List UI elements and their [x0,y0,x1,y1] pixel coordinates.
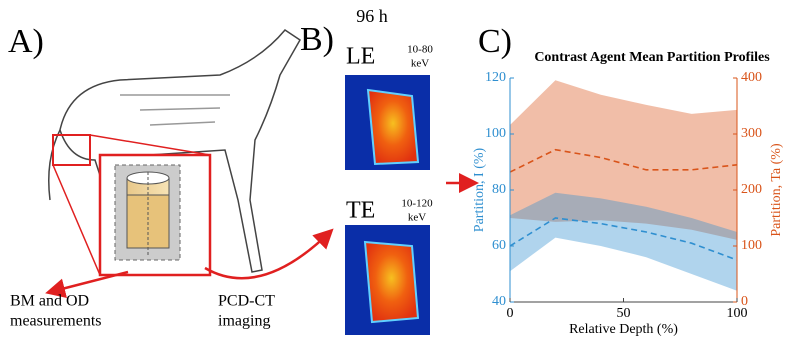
energy-unit: keV [408,212,426,224]
y2-tick-label: 300 [741,126,762,141]
x-tick-label: 0 [507,306,514,321]
x-axis-label: Relative Depth (%) [569,322,678,337]
y-tick-label: 60 [492,238,506,253]
y-tick-label: 80 [492,182,506,197]
chart-title: Contrast Agent Mean Partition Profiles [534,50,770,65]
x-tick-label: 50 [617,306,631,321]
figure: A) BM and OD measurements PCD-CT imaging… [0,0,790,337]
panel-label: C) [478,23,512,60]
y-tick-label: 100 [485,126,506,141]
ct-sample [368,90,418,164]
y-tick-label: 40 [492,294,506,309]
y-axis-label: Partition, I (%) [472,147,487,232]
note: BM and OD [10,293,89,310]
arrow [205,232,330,278]
y2-tick-label: 200 [741,182,762,197]
energy-range: 10-120 [401,198,433,210]
energy-unit: keV [411,58,429,70]
note: imaging [218,313,270,330]
y2-tick-label: 400 [741,70,762,85]
panel-label: B) [300,21,334,58]
image-label: TE [346,198,375,224]
cylinder [127,172,169,255]
note: PCD-CT [218,293,275,310]
time-label: 96 h [356,6,388,26]
image-label: LE [346,44,375,70]
arrow [50,272,128,292]
y-tick-label: 120 [485,70,506,85]
ct-sample [365,242,418,322]
x-tick-label: 100 [727,306,748,321]
y2-tick-label: 100 [741,238,762,253]
panel-label: A) [8,23,44,60]
y2-axis-label: Partition, Ta (%) [769,143,784,237]
note: measurements [10,313,102,330]
energy-range: 10-80 [407,44,433,56]
